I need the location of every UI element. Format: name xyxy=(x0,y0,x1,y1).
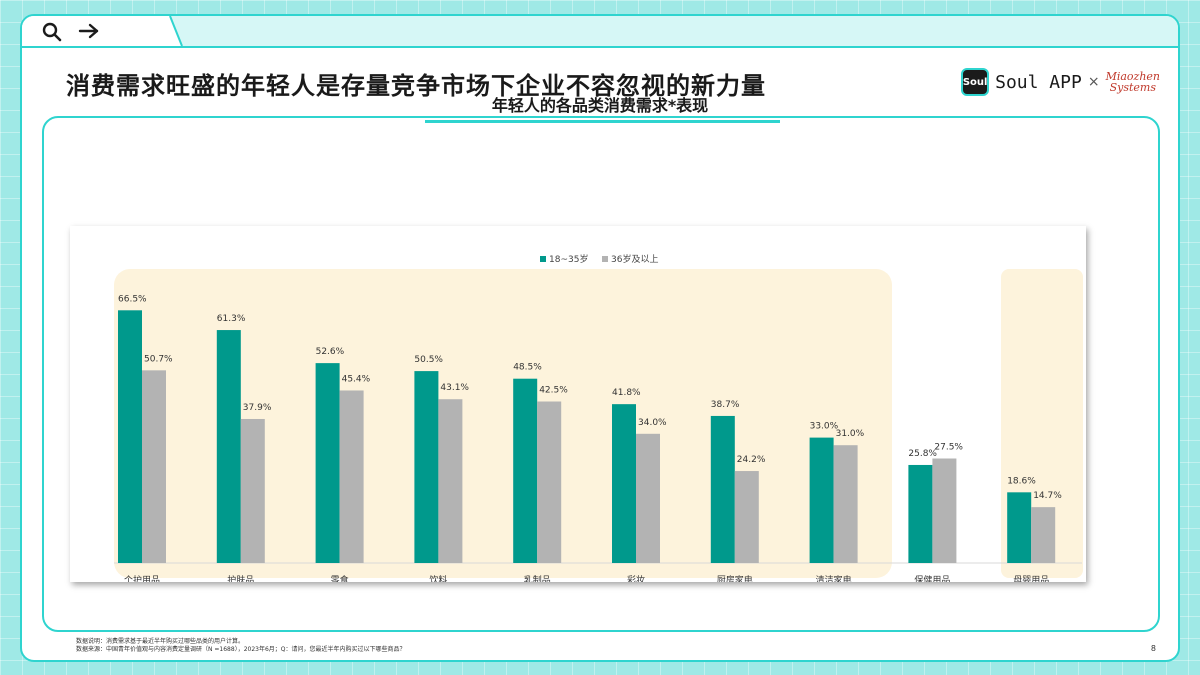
bar xyxy=(216,330,241,563)
search-icon[interactable] xyxy=(42,22,64,42)
bar xyxy=(1007,492,1032,563)
data-label: 50.7% xyxy=(144,354,173,364)
page-title: 消费需求旺盛的年轻人是存量竞争市场下企业不容忽视的新力量 xyxy=(66,72,766,100)
browser-tab[interactable] xyxy=(22,16,182,46)
data-label: 14.7% xyxy=(1033,491,1062,501)
soul-brand-name: Soul APP xyxy=(995,71,1082,93)
miaozhen-logo-line1: Miaozhen xyxy=(1105,70,1160,83)
legend-label-young: 18~35岁 xyxy=(549,253,588,265)
data-label: 61.3% xyxy=(217,314,246,324)
soul-logo: Soul xyxy=(961,68,990,96)
bar xyxy=(438,399,463,563)
bar xyxy=(142,370,166,563)
miaozhen-logo-line2: Systems xyxy=(1109,81,1156,94)
page-number: 8 xyxy=(1150,644,1156,653)
data-label: 42.5% xyxy=(539,386,568,396)
bar xyxy=(240,418,265,563)
data-label: 37.9% xyxy=(243,403,272,413)
category-label: 保健用品 xyxy=(914,574,950,582)
bar xyxy=(710,415,735,563)
bar xyxy=(612,404,636,563)
category-label: 护肤品 xyxy=(227,574,254,582)
bar xyxy=(315,363,340,563)
data-label: 48.5% xyxy=(513,363,542,373)
bar xyxy=(932,458,957,563)
tab-edge xyxy=(169,16,183,47)
bar xyxy=(1031,507,1056,563)
category-label: 清洁家电 xyxy=(816,574,852,582)
bar xyxy=(537,401,562,563)
data-label: 25.8% xyxy=(908,449,937,459)
category-label: 母婴用品 xyxy=(1013,575,1049,582)
data-label: 18.6% xyxy=(1007,476,1036,486)
chart-card: 18~35岁 36岁及以上 66.5% 50.7% 个护用品 61.3% 37.9% 护肤品 5… xyxy=(70,226,1086,586)
arrow-right-icon[interactable] xyxy=(78,22,102,42)
bar-chart: 18~35岁 36岁及以上 66.5% 50.7% 个护用品 61.3% 37.9% 护肤品 5… xyxy=(114,253,1083,586)
bar xyxy=(636,433,660,563)
bar xyxy=(734,471,759,563)
data-note: 数据说明：消费需求基于最近半年购买过哪些品类的用户计算。 xyxy=(76,638,245,645)
data-source: 数据来源：中国青年价值观与内容消费定量调研（N =1688），2023年6月；Q… xyxy=(76,646,406,653)
data-label: 38.7% xyxy=(711,400,740,410)
chart-title-underline xyxy=(425,120,780,123)
data-label: 34.0% xyxy=(638,418,667,428)
miaozhen-logo: Miaozhen Systems xyxy=(1106,71,1160,93)
category-label: 厨房家电 xyxy=(717,574,753,582)
legend-swatch-older xyxy=(602,256,608,262)
legend-label-older: 36岁及以上 xyxy=(611,253,658,265)
data-label: 45.4% xyxy=(342,374,371,384)
category-label: 乳制品 xyxy=(524,574,551,582)
top-bar xyxy=(22,16,1178,48)
data-label: 27.5% xyxy=(934,443,963,453)
chart-title: 年轻人的各品类消费需求*表现 xyxy=(491,96,709,115)
data-label: 43.1% xyxy=(440,383,469,393)
data-label: 24.2% xyxy=(737,455,766,465)
bar xyxy=(414,371,439,563)
data-label: 52.6% xyxy=(316,347,345,357)
bar xyxy=(513,378,538,563)
bar xyxy=(118,310,142,563)
category-label: 零食 xyxy=(331,574,349,582)
data-label: 50.5% xyxy=(414,355,443,365)
bar xyxy=(809,437,834,563)
brand-separator: × xyxy=(1087,74,1100,90)
bar xyxy=(908,464,933,563)
category-label: 个护用品 xyxy=(124,574,160,582)
category-label: 彩妆 xyxy=(627,574,645,582)
brand-logos: Soul Soul APP × Miaozhen Systems xyxy=(961,66,1160,98)
data-label: 33.0% xyxy=(810,422,839,432)
data-label: 31.0% xyxy=(836,429,865,439)
bar xyxy=(833,445,858,563)
highlight-region xyxy=(114,269,892,578)
category-label: 饮料 xyxy=(429,574,447,582)
data-label: 41.8% xyxy=(612,388,641,398)
legend-swatch-young xyxy=(540,256,546,262)
data-label: 66.5% xyxy=(118,294,147,304)
bar xyxy=(339,390,364,563)
